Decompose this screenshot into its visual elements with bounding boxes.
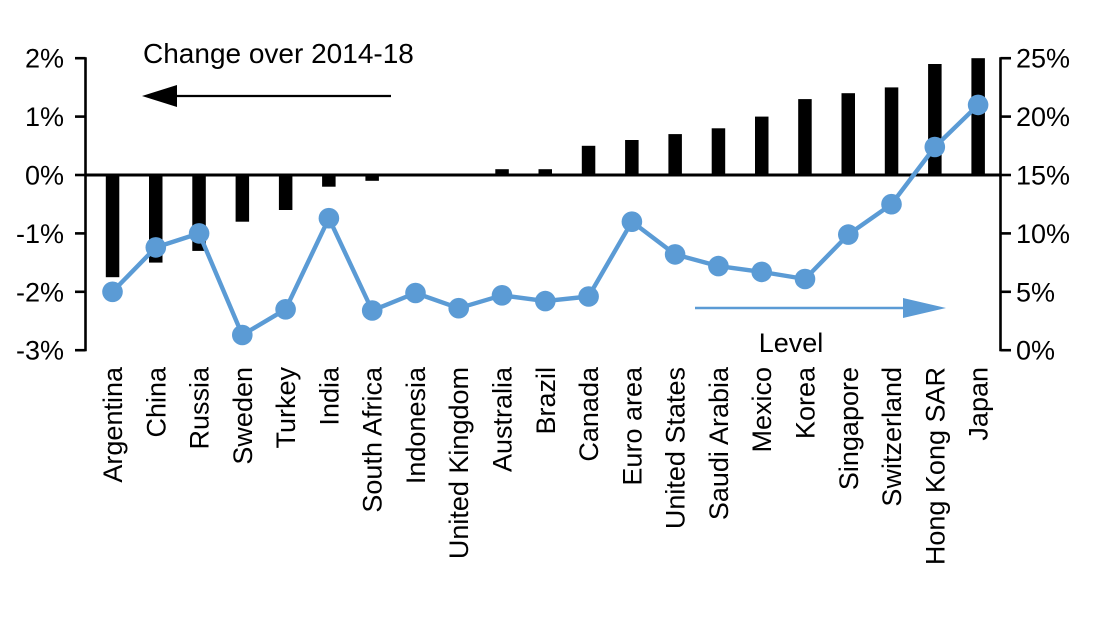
- x-label-singapore: Singapore: [834, 367, 864, 490]
- bar-hong-kong-sar: [928, 64, 942, 175]
- dot-singapore: [838, 224, 859, 245]
- bar-switzerland: [884, 87, 899, 175]
- dot-united-states: [664, 244, 686, 265]
- bar-united-states: [668, 134, 682, 175]
- x-label-japan: Japan: [964, 367, 994, 441]
- x-label-brazil: Brazil: [531, 367, 561, 435]
- dot-brazil: [535, 290, 556, 312]
- dot-switzerland: [881, 193, 902, 215]
- bar-argentina: [105, 175, 120, 278]
- dot-united-kingdom: [448, 297, 470, 319]
- left-arrow-icon: [142, 85, 177, 107]
- x-label-korea: Korea: [791, 366, 821, 439]
- bar-turkey: [278, 175, 293, 210]
- x-label-india: India: [314, 366, 344, 426]
- dot-australia: [491, 285, 513, 306]
- x-label-switzerland: Switzerland: [877, 367, 907, 507]
- dot-euro-area: [621, 211, 643, 232]
- bar-series-change: [105, 58, 985, 278]
- right-axis-tick-label: 20%: [1016, 102, 1070, 132]
- bar-south-africa: [365, 175, 379, 181]
- right-axis-tick-label: 15%: [1016, 161, 1070, 191]
- x-label-united-kingdom: United Kingdom: [444, 367, 474, 559]
- bar-japan: [971, 58, 985, 176]
- bar-korea: [798, 99, 812, 175]
- dot-mexico: [751, 261, 772, 283]
- dot-indonesia: [405, 282, 426, 304]
- x-label-euro-area: Euro area: [617, 366, 647, 486]
- x-label-mexico: Mexico: [747, 367, 777, 453]
- bar-singapore: [841, 93, 855, 175]
- dot-argentina: [102, 281, 123, 303]
- level-markers: [102, 94, 989, 346]
- right-axis-tick-label: 10%: [1016, 219, 1070, 249]
- left-axis-tick-label: -1%: [16, 219, 64, 249]
- dot-china: [145, 237, 167, 258]
- x-label-saudi-arabia: Saudi Arabia: [704, 366, 734, 520]
- bar-sweden: [235, 175, 250, 222]
- bar-india: [322, 175, 336, 187]
- left-axis-tick-label: -3%: [16, 336, 64, 366]
- x-label-canada: Canada: [574, 366, 604, 462]
- x-label-south-africa: South Africa: [358, 366, 388, 513]
- right-arrow-icon: [903, 298, 946, 318]
- bar-brazil: [538, 169, 552, 175]
- x-label-russia: Russia: [185, 366, 215, 450]
- x-label-argentina: Argentina: [98, 366, 128, 483]
- dot-japan: [967, 94, 989, 116]
- x-label-sweden: Sweden: [228, 367, 258, 465]
- dot-turkey: [275, 299, 296, 320]
- dot-saudi-arabia: [708, 255, 729, 277]
- right-axis-tick-label: 5%: [1016, 277, 1055, 307]
- bar-mexico: [755, 116, 769, 175]
- x-label-australia: Australia: [488, 366, 518, 472]
- dot-canada: [578, 286, 599, 307]
- x-label-hong-kong-sar: Hong Kong SAR: [920, 367, 950, 565]
- x-label-indonesia: Indonesia: [401, 366, 431, 484]
- left-axis-tick-label: 1%: [25, 102, 64, 132]
- bar-australia: [495, 169, 509, 175]
- dot-russia: [188, 223, 210, 244]
- left-axis-tick-label: 2%: [25, 44, 64, 74]
- bar-euro-area: [625, 140, 639, 175]
- right-axis: 25% 20% 15% 10% 5% 0%: [999, 44, 1070, 366]
- dot-sweden: [232, 324, 253, 346]
- bar-canada: [581, 145, 596, 175]
- left-axis-tick-label: 0%: [25, 161, 64, 191]
- x-label-turkey: Turkey: [271, 367, 301, 449]
- dot-south-africa: [361, 300, 383, 321]
- dot-korea: [794, 268, 816, 290]
- dot-hong-kong-sar: [924, 136, 946, 158]
- change-annotation-label: Change over 2014-18: [143, 38, 414, 69]
- bar-saudi-arabia: [711, 128, 726, 175]
- x-label-united-states: United States: [661, 367, 691, 529]
- left-axis: 2% 1% 0% -1% -2% -3%: [16, 44, 87, 366]
- dot-india: [318, 207, 340, 229]
- level-annotation-label: Level: [759, 328, 824, 358]
- level-annotation: Level: [695, 298, 946, 358]
- right-axis-tick-label: 25%: [1016, 44, 1070, 74]
- x-label-china: China: [141, 366, 171, 438]
- right-axis-tick-label: 0%: [1016, 336, 1055, 366]
- change-annotation: Change over 2014-18: [142, 38, 414, 107]
- left-axis-tick-label: -2%: [16, 277, 64, 307]
- category-axis-labels: Argentina China Russia Sweden Turkey India Sou…: [98, 366, 994, 565]
